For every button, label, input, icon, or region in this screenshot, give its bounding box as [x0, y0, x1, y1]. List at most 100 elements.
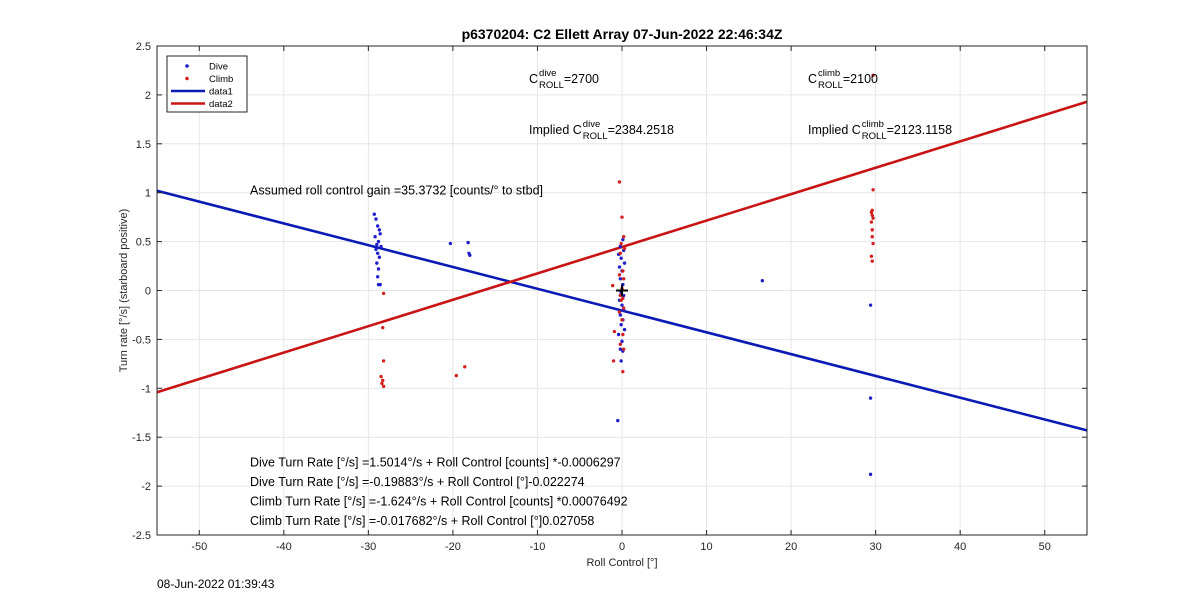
legend-label-climb: Climb [209, 74, 233, 85]
y-tick-label: 1 [145, 188, 151, 200]
x-tick-label: 10 [700, 541, 712, 553]
point-climb [869, 210, 874, 214]
point-dive [375, 251, 380, 256]
point-climb [621, 306, 626, 310]
point-dive [372, 212, 376, 216]
x-tick-label: -10 [530, 541, 546, 553]
point-climb [379, 374, 383, 379]
y-tick-label: -2 [141, 481, 151, 493]
point-dive [618, 244, 623, 249]
point-climb [620, 318, 624, 322]
point-dive [622, 327, 627, 332]
point-dive [377, 228, 382, 232]
point-dive [377, 255, 382, 259]
x-tick-label: 30 [870, 541, 882, 553]
point-dive [618, 347, 623, 351]
point-climb [870, 259, 874, 263]
point-climb [869, 254, 874, 258]
point-climb [621, 369, 625, 374]
annotation: Assumed roll control gain =35.3732 [coun… [250, 184, 543, 198]
point-dive [618, 313, 623, 317]
line-data1 [156, 189, 1088, 432]
x-tick-label: -40 [276, 541, 292, 553]
point-climb [870, 228, 874, 232]
point-dive [376, 239, 381, 244]
point-climb [618, 251, 623, 256]
point-dive [622, 261, 627, 265]
point-dive [868, 303, 873, 307]
y-tick-label: 0 [145, 286, 151, 298]
point-dive [868, 472, 873, 477]
point-dive [868, 396, 873, 400]
point-dive [375, 242, 379, 247]
point-climb [381, 378, 385, 383]
point-dive [620, 339, 624, 344]
y-tick-label: -1 [141, 383, 151, 395]
y-tick-label: -1.5 [132, 432, 151, 444]
legend-swatch-climb [185, 76, 189, 81]
annotation: Dive Turn Rate [°/s] =1.5014°/s + Roll C… [250, 456, 621, 470]
y-tick-label: 2.5 [136, 41, 151, 53]
annotation-subscript: ROLL [583, 131, 608, 142]
point-climb [871, 241, 875, 246]
point-climb [621, 277, 626, 281]
y-tick-label: -0.5 [132, 334, 151, 346]
point-dive [375, 261, 379, 265]
annotation: Implied C [808, 123, 861, 137]
legend-label-dive: Dive [209, 62, 228, 73]
point-climb [611, 359, 616, 363]
annotation-subscript: ROLL [862, 131, 887, 142]
x-axis-ticks: -50 -40 -30 -20 -10 0 10 20 30 40 50 [191, 46, 1051, 553]
point-dive [617, 265, 622, 269]
point-dive [378, 282, 382, 287]
point-climb [621, 332, 625, 337]
annotation-subscript: ROLL [539, 80, 564, 91]
y-axis-label: Turn rate [°/s] (starboard positive) [118, 209, 130, 373]
annotation: C [808, 72, 817, 86]
annotation-superscript: dive [539, 68, 556, 79]
point-dive [379, 244, 383, 249]
timestamp: 08-Jun-2022 01:39:43 [157, 577, 275, 591]
point-dive [375, 224, 380, 228]
point-climb [612, 329, 617, 334]
point-climb [463, 365, 467, 369]
x-tick-label: -30 [360, 541, 376, 553]
point-climb [381, 291, 386, 296]
point-climb [617, 273, 622, 277]
point-dive [618, 277, 623, 281]
point-climb [619, 241, 623, 246]
y-tick-label: 1.5 [136, 139, 151, 151]
point-dive [448, 241, 453, 246]
point-climb [618, 342, 623, 346]
x-tick-label: -50 [191, 541, 207, 553]
legend-label-data1: data1 [209, 87, 233, 98]
point-climb [380, 381, 384, 386]
point-climb [870, 235, 874, 239]
annotation-value: =2100 [843, 72, 878, 86]
point-climb [871, 188, 875, 192]
y-tick-label: 0.5 [136, 237, 151, 249]
line-data2 [156, 100, 1088, 394]
point-climb [381, 384, 386, 389]
x-tick-label: 40 [954, 541, 966, 553]
annotation-value: =2384.2518 [608, 123, 674, 137]
point-climb [620, 215, 624, 219]
annotation-subscript: ROLL [818, 80, 843, 91]
point-dive [619, 256, 623, 260]
annotation-value: =2123.1158 [887, 123, 953, 137]
point-dive [621, 237, 625, 242]
annotation: Dive Turn Rate [°/s] =-0.19883°/s + Roll… [250, 475, 585, 489]
y-tick-label: 2 [145, 90, 151, 102]
fit-lines [156, 100, 1088, 432]
point-climb [617, 180, 622, 184]
point-dive [620, 303, 624, 307]
annotation: Climb Turn Rate [°/s] =-1.624°/s + Roll … [250, 495, 628, 509]
point-climb [621, 235, 626, 239]
point-dive [619, 323, 623, 327]
annotation-superscript: climb [818, 68, 840, 79]
x-tick-label: -20 [445, 541, 461, 553]
